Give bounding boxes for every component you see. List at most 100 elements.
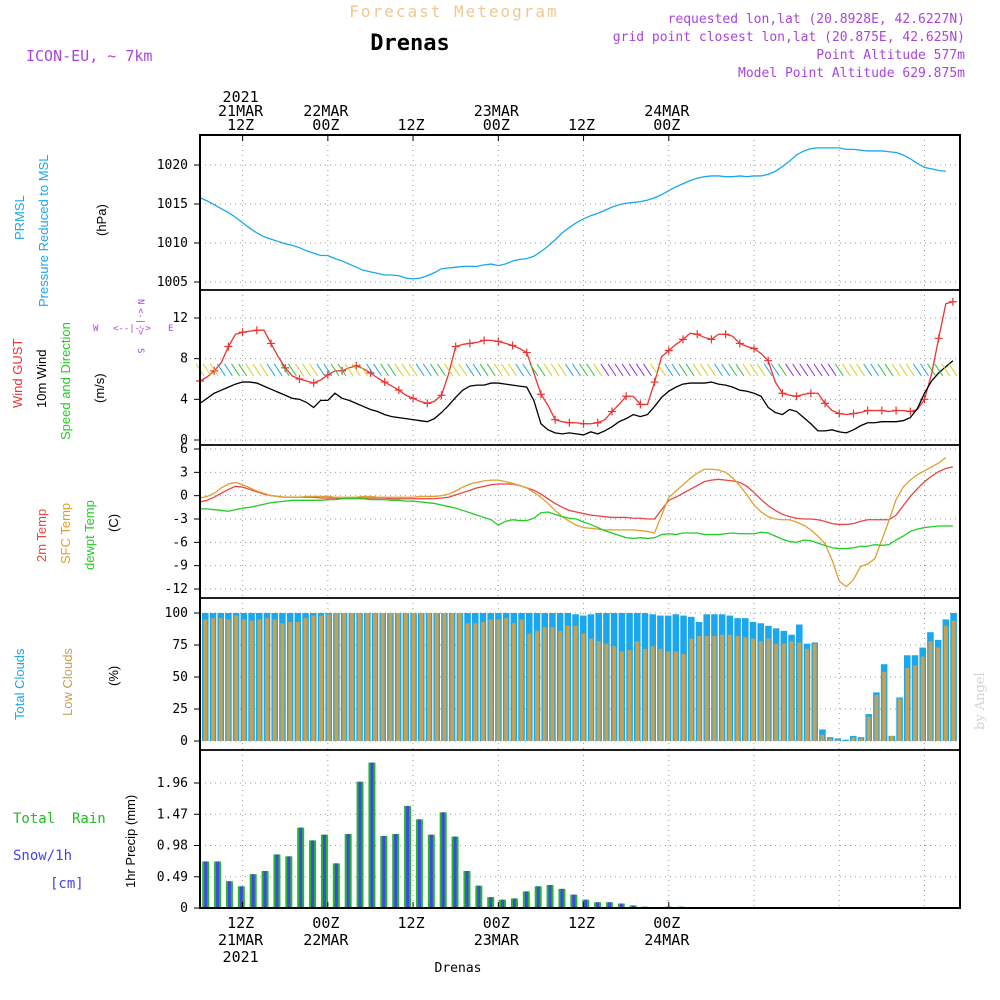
y-tick-label: 12	[172, 311, 188, 326]
gust-marker	[778, 389, 787, 398]
wind-barb	[799, 363, 809, 377]
gust-marker	[338, 366, 347, 375]
precip-axis-label: 1hr Precip (mm)	[123, 795, 138, 888]
wind-barb	[778, 363, 787, 377]
wind-barb	[600, 363, 610, 377]
low-cloud-bar	[211, 618, 215, 741]
low-cloud-bar	[897, 698, 902, 741]
low-cloud-bar	[473, 623, 478, 741]
low-cloud-bar	[380, 613, 385, 741]
low-cloud-bar	[481, 621, 485, 741]
wind-barb	[316, 363, 326, 377]
low-cloud-bar	[442, 613, 447, 741]
requested-point: requested lon,lat (20.8928E, 42.6227N)	[668, 12, 965, 27]
bottom-time-label: 12Z	[227, 914, 254, 932]
gust-marker	[494, 337, 503, 346]
product-title: Forecast Meteogram	[349, 2, 558, 21]
wind-barb	[827, 363, 837, 377]
snow-unit: [cm]	[50, 876, 84, 892]
wind-barb	[302, 363, 311, 377]
top-time-label: 21MAR	[218, 102, 264, 120]
wind-barb	[934, 363, 944, 377]
wind-barb	[515, 363, 525, 377]
y-tick-label: 1005	[157, 275, 188, 290]
low-clouds-label: Low Clouds	[60, 648, 75, 716]
snow-bar	[382, 835, 386, 908]
gust-marker	[721, 330, 730, 339]
low-cloud-bar	[311, 615, 316, 741]
y-tick-label: 0	[180, 901, 188, 916]
gust-marker	[252, 326, 261, 335]
gust-marker	[267, 339, 276, 348]
wind-barb	[905, 363, 915, 377]
outer-frame	[199, 134, 961, 909]
snow-bar	[465, 871, 469, 908]
low-cloud-bar	[542, 627, 547, 741]
gust-marker	[323, 370, 332, 379]
wind-barb	[351, 363, 361, 377]
wind-compass: W <--|--> E N <-|-> S	[93, 299, 173, 353]
wind-barb	[735, 363, 745, 377]
y-tick-label: 1.47	[157, 807, 188, 822]
wind-barb	[898, 363, 908, 377]
low-cloud-bar	[859, 738, 863, 741]
wind-barb	[785, 363, 794, 377]
grid-point: grid point closest lon,lat (20.875E, 42.…	[613, 30, 965, 45]
snow-bar	[299, 827, 303, 908]
wind-barb	[373, 363, 382, 377]
gust-marker	[380, 378, 389, 387]
low-cloud-bar	[928, 641, 933, 741]
low-cloud-bar	[789, 641, 794, 741]
dewpt-line	[200, 498, 953, 550]
low-cloud-bar	[357, 613, 362, 741]
wind-barb	[401, 363, 411, 377]
low-cloud-bar	[496, 619, 501, 741]
top-time-label: 00Z	[312, 116, 339, 134]
grid-layer	[200, 135, 960, 909]
low-cloud-bar	[427, 613, 431, 741]
wind-barb	[529, 363, 539, 377]
low-cloud-bar	[619, 651, 624, 741]
y-tick-label: 0	[180, 734, 188, 749]
y-tick-label: 1010	[157, 236, 188, 251]
gust-marker	[309, 379, 318, 388]
snow-bar	[370, 762, 374, 908]
panel-frame-temp	[199, 444, 961, 599]
snow-bar	[453, 836, 457, 908]
top-time-label: 00Z	[483, 116, 510, 134]
snow-bar	[311, 840, 315, 908]
speed-dir-label: Speed and Direction	[58, 322, 73, 440]
low-cloud-bar	[303, 618, 308, 741]
gust-marker	[607, 407, 616, 416]
y-tick-label: -9	[172, 559, 188, 574]
top-time-label: 12Z	[568, 116, 595, 134]
wind-barb	[295, 363, 304, 377]
gust-marker	[849, 409, 858, 418]
wind-barb	[564, 363, 574, 377]
sfc-label: SFC Temp	[58, 503, 73, 564]
wind-barb	[366, 363, 375, 377]
snow-bar	[560, 888, 564, 908]
wind-barb	[501, 363, 510, 377]
axis-layer: 100510101015102004812-12-9-6-30360255075…	[157, 88, 961, 966]
low-cloud-bar	[326, 614, 331, 741]
pressure-label-1: PRMSL	[12, 195, 27, 240]
wind-barb	[472, 363, 482, 377]
wind-barb	[948, 363, 958, 377]
low-cloud-bar	[851, 737, 856, 741]
total-clouds-label: Total Clouds	[12, 648, 27, 720]
low-cloud-bar	[226, 619, 231, 741]
wind-barb	[380, 363, 390, 377]
wind-barb	[770, 363, 780, 377]
low-cloud-bar	[596, 641, 601, 741]
low-cloud-bar	[758, 641, 763, 741]
data-layer	[195, 147, 958, 908]
wind-barb	[643, 363, 652, 377]
low-cloud-bar	[411, 613, 416, 741]
station-name: Drenas	[370, 31, 449, 56]
wind-barb	[621, 363, 631, 377]
clouds-unit: (%)	[106, 666, 121, 686]
low-cloud-bar	[951, 620, 956, 741]
low-cloud-bar	[558, 630, 563, 741]
wind-barb	[763, 363, 773, 377]
